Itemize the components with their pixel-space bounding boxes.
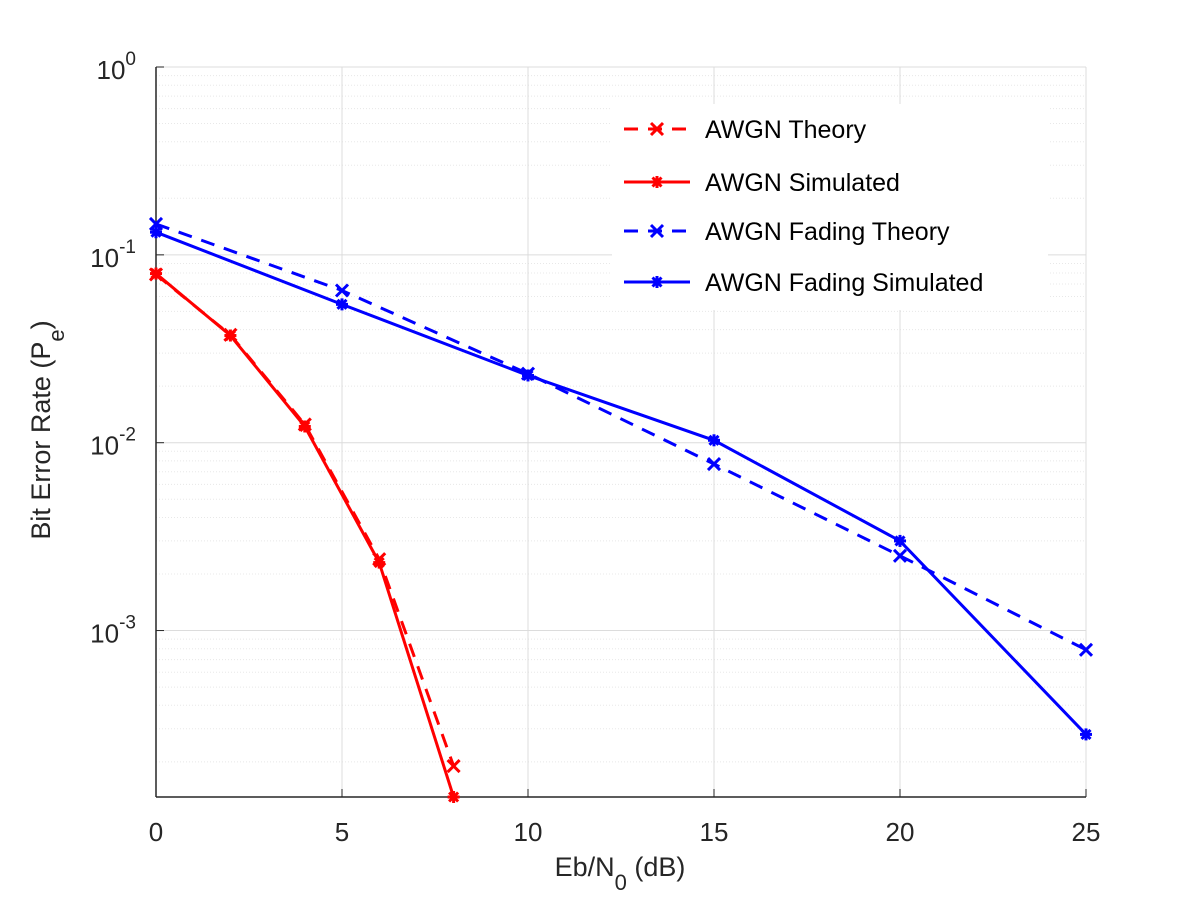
legend: AWGN Theory AWGN Simulated AWGN Fading The… [612,104,1048,310]
data-point [336,298,348,311]
data-point [522,369,534,382]
data-point [1078,642,1094,657]
series-group [148,216,1094,803]
series-line [155,273,456,767]
legend-item: AWGN Fading Theory [624,218,950,246]
data-point [334,283,350,298]
y-tick-label: 10-2 [90,425,136,461]
legend-item: AWGN Theory [624,116,867,144]
x-tick-label: 15 [700,817,729,847]
series-1 [150,267,460,803]
data-point [708,434,720,447]
axes: 0 5 10 15 20 25 100 10-1 10-2 10-3 [90,49,1100,847]
y-axis-title-sub: e [44,329,69,341]
legend-item: AWGN Simulated [624,169,900,197]
data-point [298,420,311,433]
legend-marker [651,176,663,188]
x-axis-title-main: Eb/N [555,852,615,882]
y-tick-label: 10-1 [90,237,136,273]
y-axis-title-main: Bit Error Rate (P [26,342,56,540]
data-point [373,556,386,569]
legend-marker [649,121,665,137]
data-point [447,791,460,803]
series-0 [148,267,461,774]
x-tick-label: 25 [1072,817,1101,847]
y-axis-title: Bit Error Rate (Pe) [26,320,69,539]
legend-label: AWGN Simulated [705,169,900,197]
x-axis-title-sub: 0 [615,870,627,895]
x-tick-label: 20 [886,817,915,847]
series-3 [150,226,1092,741]
legend-label: AWGN Theory [705,116,867,144]
legend-label: AWGN Fading Theory [705,218,950,246]
legend-marker [651,276,663,288]
data-point [892,548,908,563]
data-point [706,456,722,472]
data-point [150,267,162,280]
legend-marker [649,223,665,239]
x-tick-label: 0 [149,817,163,847]
data-point [446,758,461,774]
y-axis-title-tail: ) [26,320,56,329]
legend-label: AWGN Fading Simulated [705,269,983,297]
y-tick-label: 100 [97,49,137,85]
data-point [150,226,162,239]
y-tick-label: 10-3 [90,613,136,649]
x-tick-label: 5 [335,817,349,847]
data-point [224,329,237,342]
x-axis-title-tail: (dB) [627,852,686,882]
legend-box [612,104,1048,310]
series-line [155,272,456,798]
x-axis-title: Eb/N0 (dB) [555,852,686,895]
data-point [894,534,906,547]
data-point [1080,728,1092,741]
legend-item: AWGN Fading Simulated [624,269,983,297]
series-line [155,230,1088,736]
x-tick-label: 10 [514,817,543,847]
